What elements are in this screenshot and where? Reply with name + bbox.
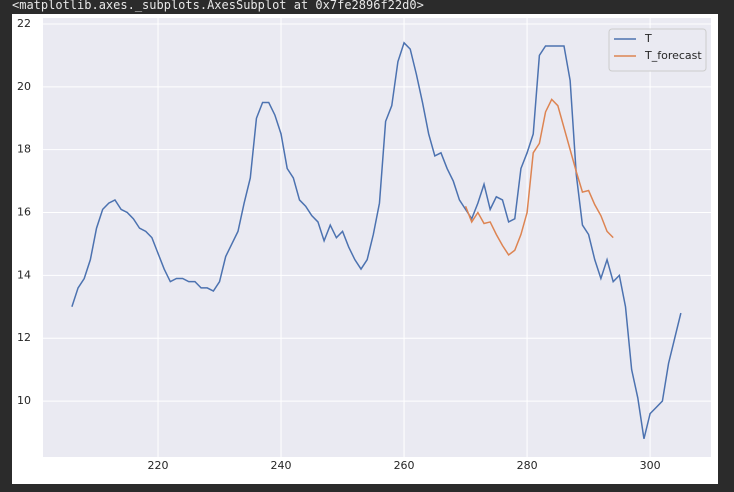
y-tick-label: 14 [17,268,31,281]
y-tick-label: 12 [17,331,31,344]
y-tick-label: 22 [17,17,31,30]
series-line [464,98,614,257]
x-tick-label: 220 [148,459,169,472]
series-line [71,41,682,439]
output-label: <matplotlib.axes._subplots.AxesSubplot a… [12,0,424,12]
x-tick-label: 300 [640,459,661,472]
y-tick-label: 16 [17,206,31,219]
legend-label: T_forecast [644,49,702,62]
x-tick-label: 260 [394,459,415,472]
x-tick-label: 240 [271,459,292,472]
legend-label: T [644,32,652,45]
x-tick-label: 280 [517,459,538,472]
y-tick-label: 10 [17,394,31,407]
y-tick-label: 18 [17,143,31,156]
y-tick-label: 20 [17,80,31,93]
plot-area [43,18,711,457]
